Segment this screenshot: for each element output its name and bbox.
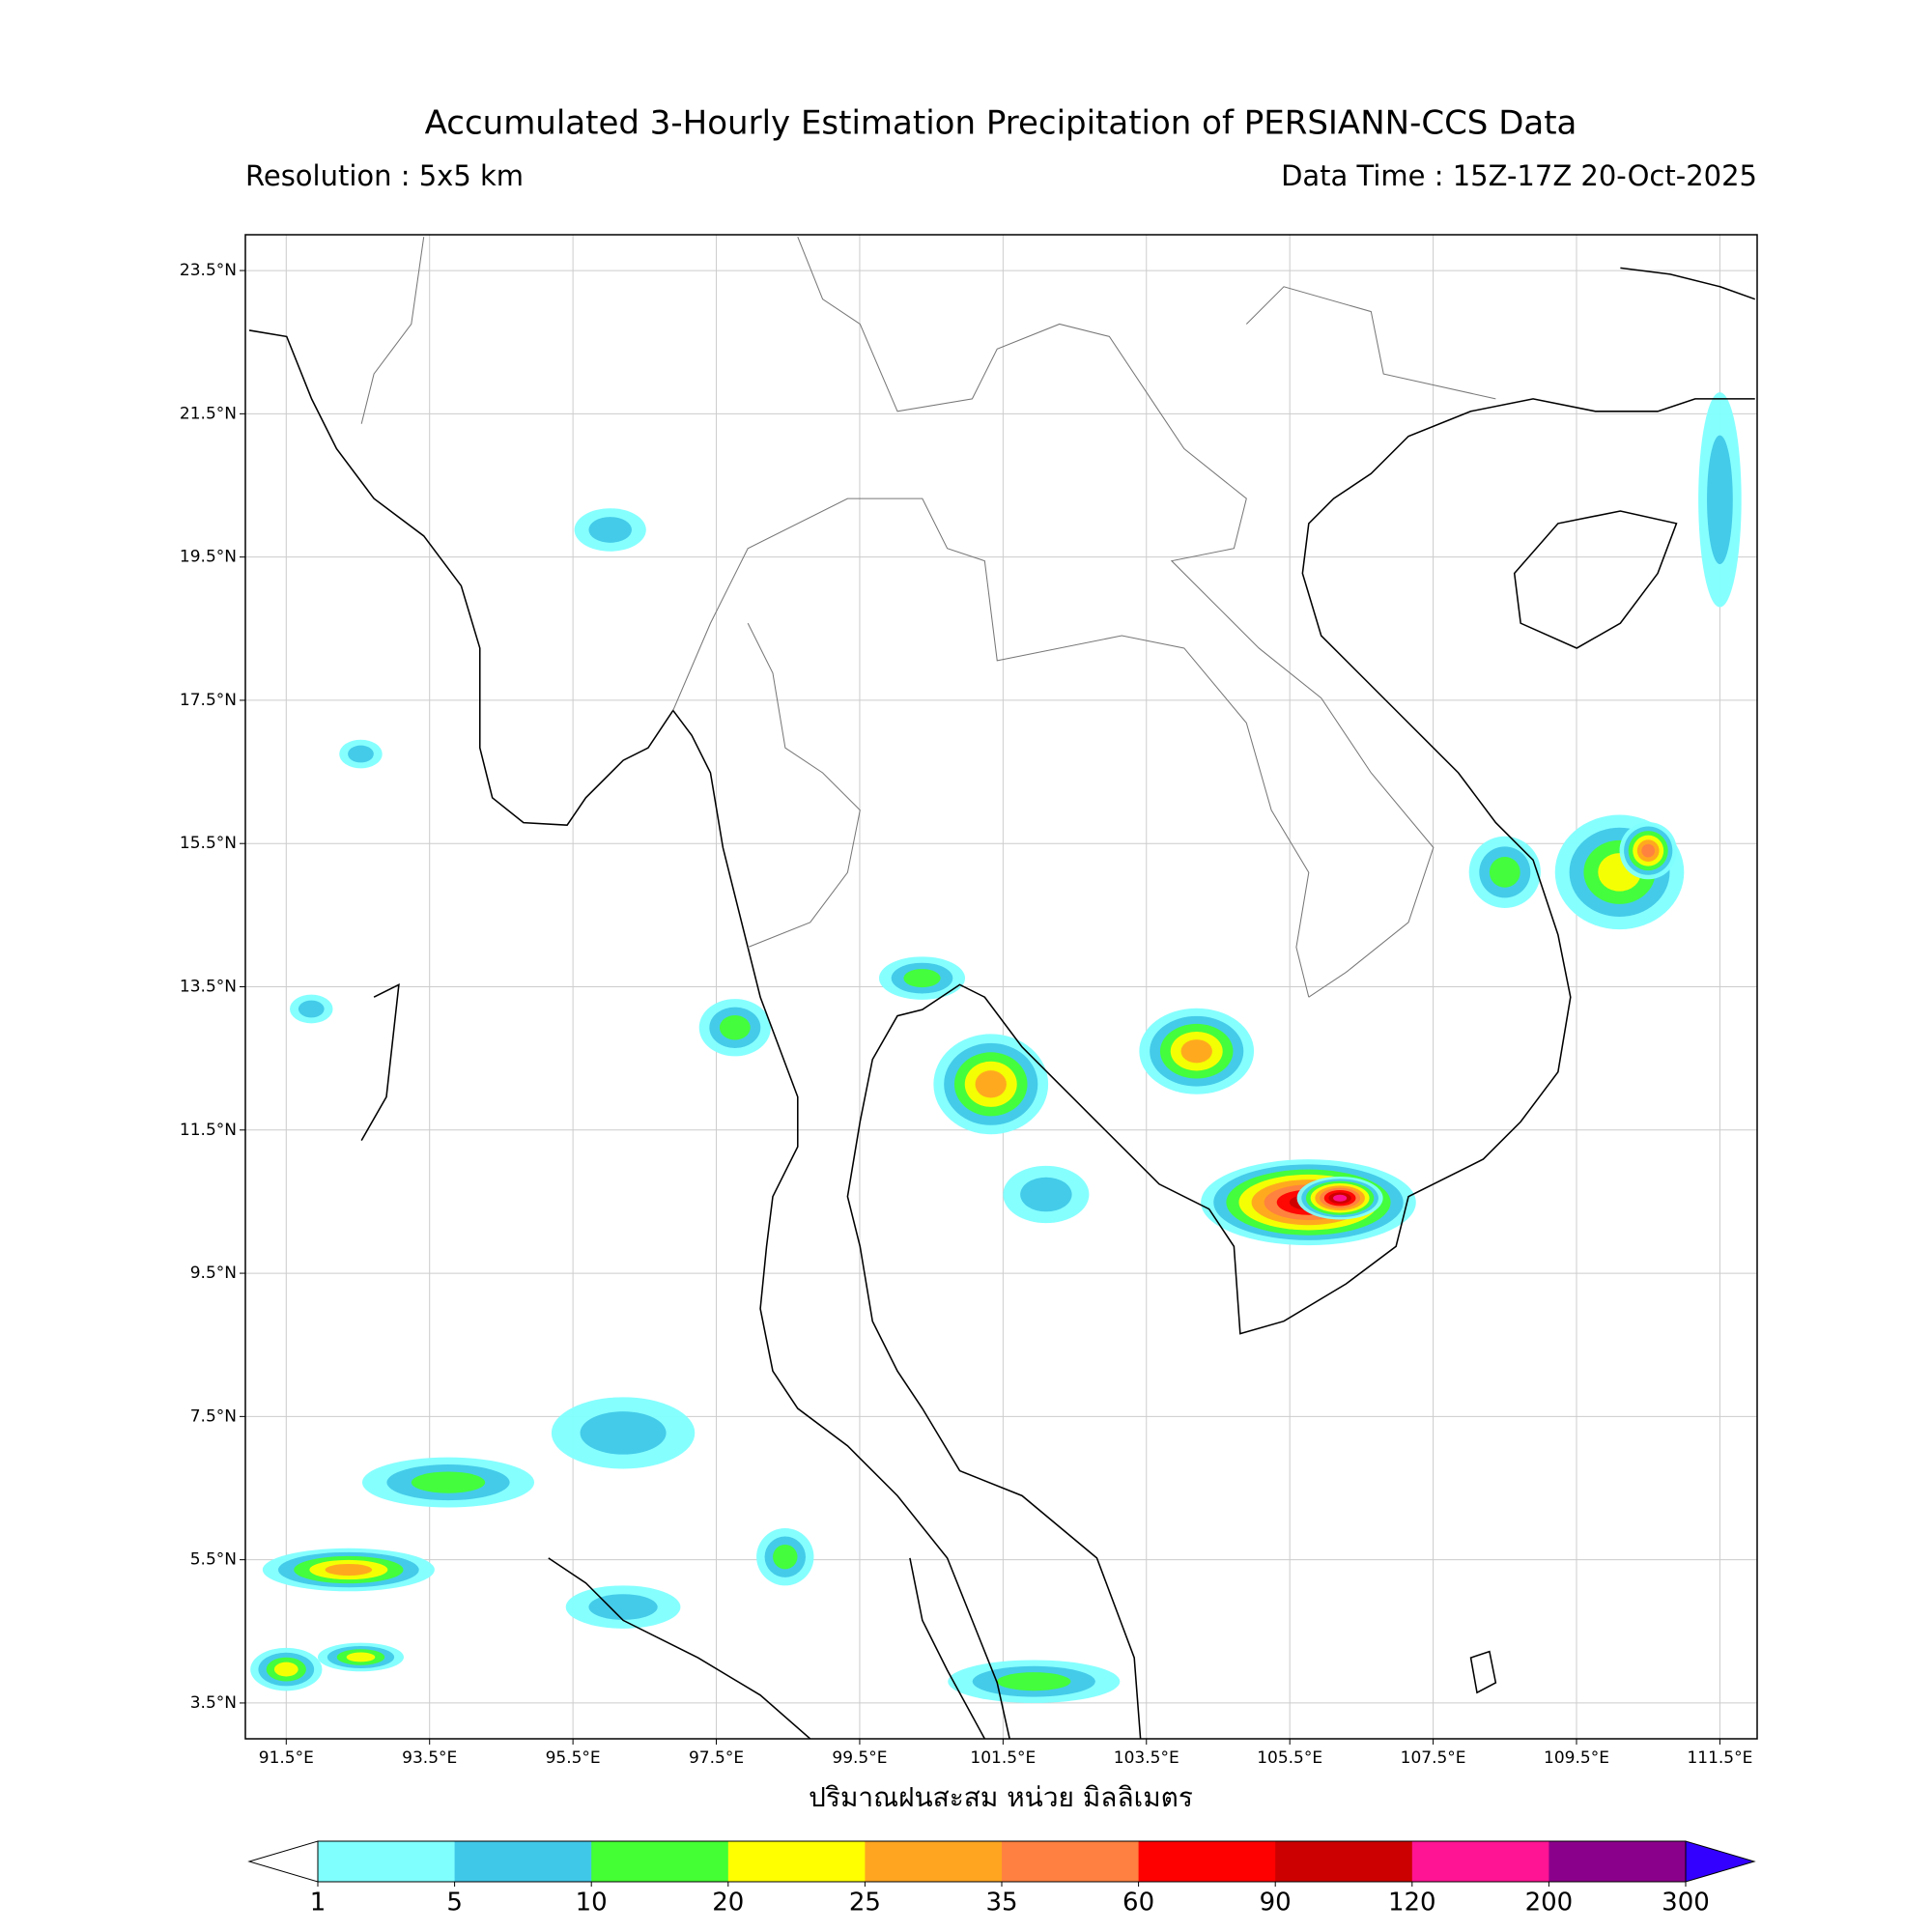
y-tick-label: 5.5°N [190, 1550, 237, 1570]
y-tick-label: 13.5°N [180, 978, 237, 997]
x-tick-label: 99.5°E [832, 1748, 887, 1768]
y-tick-label: 19.5°N [180, 548, 237, 567]
colorbar-label: 20 [712, 1889, 744, 1918]
x-tick-label: 111.5°E [1687, 1748, 1752, 1768]
colorbar-label: 35 [985, 1889, 1017, 1918]
x-axis-label: ปริมาณฝนสะสม หน่วย มิลลิเมตร [809, 1781, 1193, 1813]
rain-layer [250, 392, 1742, 1703]
rain-cell [903, 969, 941, 988]
colorbar-segment [865, 1841, 1003, 1882]
colorbar-label: 1 [310, 1889, 327, 1918]
resolution: Resolution : 5x5 km [245, 159, 524, 192]
rain-cell [580, 1411, 667, 1455]
rain-cell [273, 1662, 298, 1677]
rain-cell [588, 1594, 658, 1620]
x-tick-label: 107.5°E [1401, 1748, 1466, 1768]
colorbar-label: 200 [1525, 1889, 1574, 1918]
colorbar-label: 60 [1122, 1889, 1154, 1918]
colorbar-label: 5 [446, 1889, 463, 1918]
rain-cell [325, 1563, 373, 1577]
colorbar-label: 300 [1662, 1889, 1710, 1918]
colorbar-segment [1138, 1841, 1276, 1882]
y-tick-label: 11.5°N [180, 1121, 237, 1140]
rain-cell [997, 1672, 1071, 1691]
x-tick-label: 97.5°E [689, 1748, 744, 1768]
x-tick-label: 93.5°E [402, 1748, 457, 1768]
x-tick-label: 101.5°E [970, 1748, 1036, 1768]
title: Accumulated 3-Hourly Estimation Precipit… [425, 104, 1577, 143]
colorbar-label: 10 [576, 1889, 608, 1918]
x-tick-label: 91.5°E [259, 1748, 314, 1768]
colorbar-label: 90 [1260, 1889, 1292, 1918]
colorbar-segment [591, 1841, 729, 1882]
colorbar-segment [1275, 1841, 1413, 1882]
x-tick-label: 103.5°E [1114, 1748, 1179, 1768]
axes: 91.5°E 93.5°E 95.5°E 97.5°E 99.5°E 101.5°E 103… [180, 261, 1752, 1768]
x-tick-label: 105.5°E [1257, 1748, 1322, 1768]
rain-cell [1180, 1039, 1212, 1064]
y-tick-label: 7.5°N [190, 1406, 237, 1426]
y-tick-label: 9.5°N [190, 1264, 237, 1283]
rain-cell [1489, 856, 1520, 888]
rain-cell [348, 745, 374, 763]
rain-cell [719, 1015, 751, 1040]
rain-cell [773, 1544, 798, 1570]
colorbar-segment [1548, 1841, 1687, 1882]
rain-cell [1020, 1177, 1072, 1212]
rain-cell [588, 517, 632, 543]
rain-cell [298, 1000, 325, 1018]
y-tick-label: 3.5°N [190, 1693, 237, 1713]
y-tick-label: 21.5°N [180, 404, 237, 423]
data-time: Data Time : 15Z-17Z 20-Oct-2025 [1281, 159, 1757, 192]
grid [245, 235, 1757, 1739]
rain-cell [346, 1652, 376, 1662]
x-tick-label: 95.5°E [546, 1748, 601, 1768]
y-tick-label: 15.5°N [180, 834, 237, 853]
rain-cell [1707, 435, 1733, 565]
rain-cell [411, 1471, 486, 1493]
colorbar-under [247, 1840, 319, 1883]
rain-cell [1333, 1194, 1348, 1202]
colorbar-label: 120 [1388, 1889, 1436, 1918]
rain-cell [1641, 843, 1656, 858]
colorbar-over [1685, 1840, 1756, 1883]
y-tick-label: 17.5°N [180, 691, 237, 710]
colorbar-segment [318, 1841, 456, 1882]
coastlines [248, 236, 1756, 1739]
colorbar-segment [454, 1841, 592, 1882]
rain-cell [975, 1070, 1007, 1098]
colorbar-label: 25 [849, 1889, 881, 1918]
colorbar-segment [1002, 1841, 1140, 1882]
colorbar: 1 5 10 20 25 35 60 90 120 200 300 [247, 1840, 1756, 1918]
x-tick-label: 109.5°E [1544, 1748, 1609, 1768]
colorbar-segment [727, 1841, 866, 1882]
y-tick-label: 23.5°N [180, 261, 237, 280]
colorbar-segment [1411, 1841, 1549, 1882]
